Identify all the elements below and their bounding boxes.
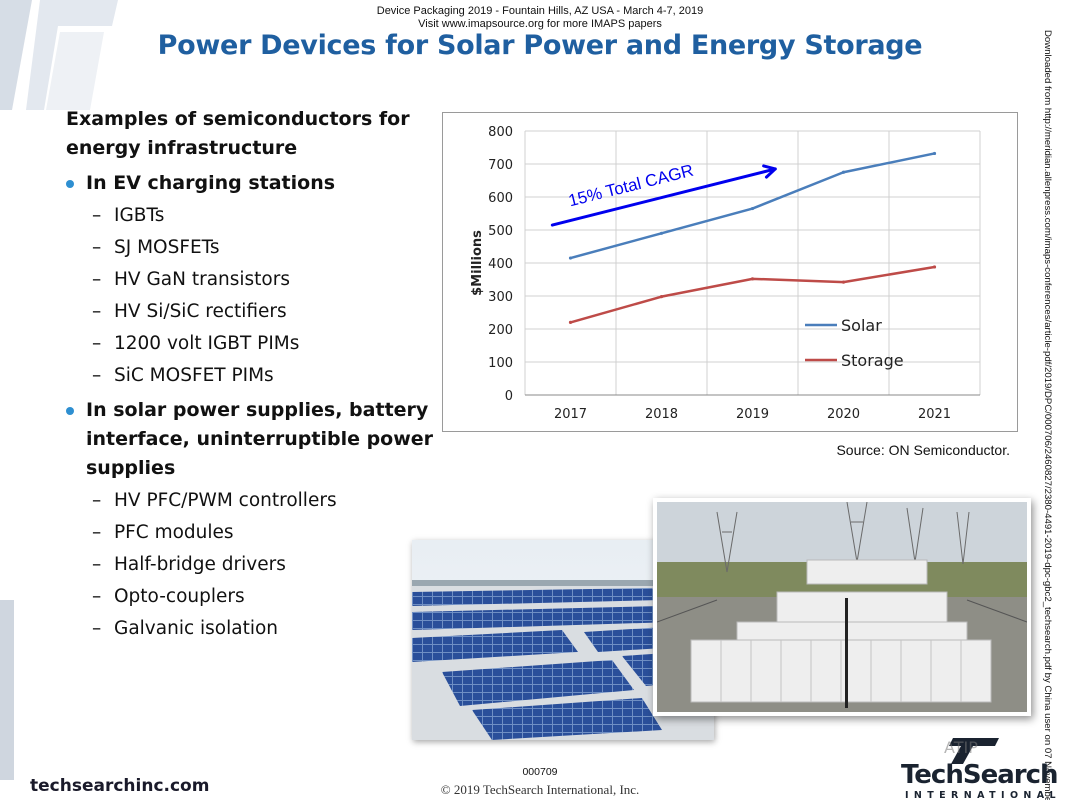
data-point-storage xyxy=(659,295,664,299)
cagr-arrow-line xyxy=(550,167,777,227)
download-notice: Downloaded from http://meridian.allenpre… xyxy=(1042,30,1053,800)
conference-line-1: Device Packaging 2019 - Fountain Hills, … xyxy=(376,5,704,17)
bullet-dot xyxy=(66,407,74,415)
semiconductor-examples: Examples of semiconductors for energy in… xyxy=(66,105,436,645)
examples-heading: Examples of semiconductors for energy in… xyxy=(66,108,410,159)
legend-label-storage: Storage xyxy=(841,351,904,370)
list-item: – SiC MOSFET PIMs xyxy=(92,360,436,392)
y-tick-label: 500 xyxy=(488,224,513,239)
list-item: – HV Si/SiC rectifiers xyxy=(92,296,436,328)
slide-number: 000709 xyxy=(522,766,558,778)
conference-header: Device Packaging 2019 - Fountain Hills, … xyxy=(0,5,1080,31)
dash: – xyxy=(92,522,102,543)
list-item-label: 1200 volt IGBT PIMs xyxy=(114,333,300,354)
market-chart: 0 100 200 300 400 500 600 700 800 2017 2018 2019 202… xyxy=(442,112,1018,432)
line-chart-svg: 0 100 200 300 400 500 600 700 800 2017 2018 2019 202… xyxy=(470,125,981,422)
list-item-label: HV PFC/PWM controllers xyxy=(114,490,337,511)
list-item-label: PFC modules xyxy=(114,522,234,543)
cagr-arrow-head xyxy=(762,164,777,179)
y-tick-label: 700 xyxy=(488,158,513,173)
bullet-solar-power: In solar power supplies, battery interfa… xyxy=(66,396,436,483)
x-tick-label: 2018 xyxy=(645,407,678,422)
corner-decoration-top xyxy=(0,0,118,110)
watermark-text: ATIP xyxy=(944,738,978,757)
dash: – xyxy=(92,301,102,322)
data-point-solar xyxy=(932,151,937,156)
y-tick-label: 600 xyxy=(488,191,513,206)
dash: – xyxy=(92,554,102,575)
list-item: – Half-bridge drivers xyxy=(92,549,436,581)
list-item: – PFC modules xyxy=(92,517,436,549)
list-item: –1200 volt IGBT PIMs xyxy=(92,328,436,360)
y-axis-label: $Millions xyxy=(470,230,485,296)
x-tick-label: 2020 xyxy=(827,407,860,422)
logo-mark-icon xyxy=(949,738,999,764)
list-item-label: HV Si/SiC rectifiers xyxy=(114,301,287,322)
data-point-solar xyxy=(750,206,755,211)
bullet-solar-power-label: In solar power supplies, battery interfa… xyxy=(86,399,434,479)
solar-power-list: – HV PFC/PWM controllers – PFC modules – Ha… xyxy=(66,485,436,645)
data-point-storage xyxy=(932,265,937,269)
list-item-label: Galvanic isolation xyxy=(114,618,279,639)
dash: – xyxy=(92,269,102,290)
conference-line-2: Visit www.imapsource.org for more IMAPS … xyxy=(418,18,662,30)
y-tick-label: 200 xyxy=(488,323,513,338)
y-tick-label: 800 xyxy=(488,125,513,140)
dash: – xyxy=(92,333,102,354)
bullet-ev-charging-label: In EV charging stations xyxy=(86,172,336,194)
list-item: – HV GaN transistors xyxy=(92,264,436,296)
cagr-annotation: 15% Total CAGR xyxy=(566,161,695,211)
x-tick-label: 2021 xyxy=(918,407,951,422)
list-item-label: Half-bridge drivers xyxy=(114,554,286,575)
x-tick-label: 2019 xyxy=(736,407,769,422)
data-point-storage xyxy=(750,277,755,281)
list-item: – Galvanic isolation xyxy=(92,613,436,645)
list-item: – SJ MOSFETs xyxy=(92,232,436,264)
energy-storage-photo xyxy=(653,498,1031,716)
copyright: © 2019 TechSearch International, Inc. xyxy=(440,782,640,797)
data-point-storage xyxy=(568,320,573,324)
list-item-label: HV GaN transistors xyxy=(114,269,290,290)
list-item: – IGBTs xyxy=(92,200,436,232)
corner-decoration-bottom xyxy=(0,600,14,780)
dash: – xyxy=(92,365,102,386)
logo-subtitle: INTERNATIONAL xyxy=(905,790,1061,801)
series-line-storage xyxy=(570,265,935,324)
list-item: – Opto-couplers xyxy=(92,581,436,613)
group-solar-power: In solar power supplies, battery interfa… xyxy=(66,396,436,645)
data-point-storage xyxy=(841,280,846,284)
dash: – xyxy=(92,237,102,258)
logo-wordmark: TechSearch xyxy=(901,760,1058,790)
y-tick-label: 0 xyxy=(505,389,513,404)
ev-charging-list: – IGBTs – SJ MOSFETs – HV GaN transistors –… xyxy=(66,200,436,392)
y-tick-label: 300 xyxy=(488,290,513,305)
y-tick-label: 100 xyxy=(488,356,513,371)
dash: – xyxy=(92,490,102,511)
slide-title: Power Devices for Solar Power and Energy… xyxy=(157,30,923,61)
data-point-solar xyxy=(841,170,846,174)
dash: – xyxy=(92,586,102,607)
bullet-ev-charging: In EV charging stations xyxy=(66,169,436,198)
data-point-solar xyxy=(568,256,573,260)
list-item: – HV PFC/PWM controllers xyxy=(92,485,436,517)
data-point-solar xyxy=(659,231,664,235)
list-item-label: IGBTs xyxy=(114,205,165,226)
list-item-label: SJ MOSFETs xyxy=(114,237,220,258)
techsearch-logo: TechSearch INTERNATIONAL xyxy=(895,738,1060,806)
legend-label-solar: Solar xyxy=(841,316,882,335)
dash: – xyxy=(92,205,102,226)
bullet-dot xyxy=(66,180,74,188)
x-tick-label: 2017 xyxy=(554,407,587,422)
source-note: Source: ON Semiconductor. xyxy=(836,442,1010,458)
list-item-label: Opto-couplers xyxy=(114,586,245,607)
group-ev-charging: In EV charging stations – IGBTs – SJ MOSFE… xyxy=(66,169,436,392)
dash: – xyxy=(92,618,102,639)
y-tick-label: 400 xyxy=(488,257,513,272)
list-item-label: SiC MOSFET PIMs xyxy=(114,365,274,386)
footer-website-link[interactable]: techsearchinc.com xyxy=(30,776,210,796)
